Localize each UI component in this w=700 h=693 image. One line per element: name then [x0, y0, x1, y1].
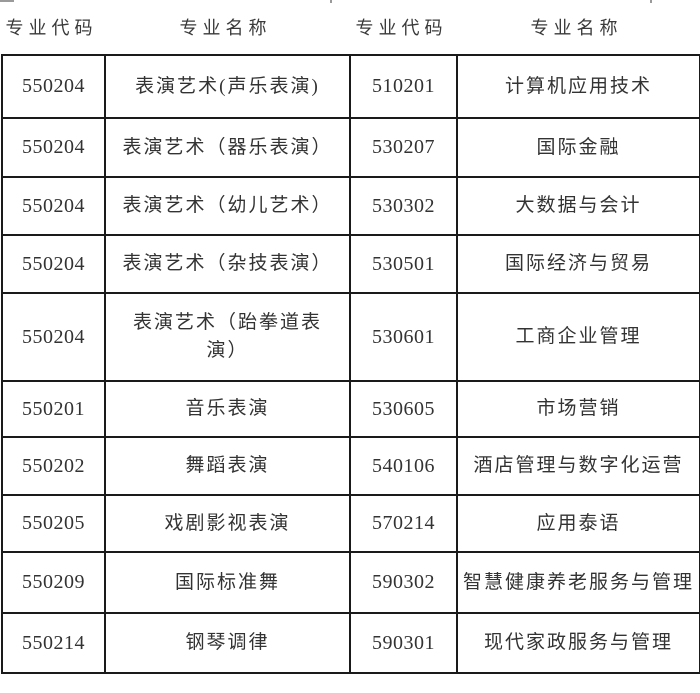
- table-row: 550214 钢琴调律 590301 现代家政服务与管理: [1, 612, 700, 674]
- code-cell-left: 550209: [1, 551, 106, 614]
- name-cell-left: 表演艺术（幼儿艺术）: [104, 176, 351, 236]
- specialty-table: 550204 表演艺术(声乐表演) 510201 计算机应用技术 550204 …: [1, 54, 700, 674]
- code-cell-left: 550201: [1, 380, 106, 438]
- code-cell-right: 530605: [349, 380, 458, 438]
- crop-artifact: [650, 0, 652, 3]
- name-cell-left: 表演艺术(声乐表演): [104, 54, 351, 119]
- name-cell-left: 钢琴调律: [104, 612, 351, 674]
- header-name-left: 专业名称: [179, 18, 272, 38]
- code-cell-left: 550204: [1, 54, 106, 119]
- table-row: 550205 戏剧影视表演 570214 应用泰语: [1, 494, 700, 553]
- name-cell-left: 音乐表演: [104, 380, 351, 438]
- name-cell-right: 现代家政服务与管理: [456, 612, 700, 674]
- code-cell-right: 540106: [349, 436, 458, 496]
- code-cell-left: 550202: [1, 436, 106, 496]
- code-cell-right: 570214: [349, 494, 458, 553]
- table-row: 550202 舞蹈表演 540106 酒店管理与数字化运营: [1, 436, 700, 496]
- name-cell-right: 市场营销: [456, 380, 700, 438]
- table-row: 550204 表演艺术（跆拳道表演） 530601 工商企业管理: [1, 292, 700, 382]
- name-cell-right: 智慧健康养老服务与管理: [456, 551, 700, 614]
- name-cell-left: 表演艺术（跆拳道表演）: [104, 292, 351, 382]
- name-cell-right: 酒店管理与数字化运营: [456, 436, 700, 496]
- table-row: 550204 表演艺术（器乐表演） 530207 国际金融: [1, 117, 700, 178]
- code-cell-left: 550204: [1, 292, 106, 382]
- name-cell-left: 戏剧影视表演: [104, 494, 351, 553]
- name-cell-left: 表演艺术（杂技表演）: [104, 234, 351, 294]
- code-cell-right: 590302: [349, 551, 458, 614]
- name-cell-left: 舞蹈表演: [104, 436, 351, 496]
- code-cell-right: 530601: [349, 292, 458, 382]
- code-cell-right: 530501: [349, 234, 458, 294]
- name-cell-left: 国际标准舞: [104, 551, 351, 614]
- code-cell-right: 590301: [349, 612, 458, 674]
- header-name-right: 专业名称: [530, 18, 623, 38]
- name-cell-left: 表演艺术（器乐表演）: [104, 117, 351, 178]
- table-row: 550209 国际标准舞 590302 智慧健康养老服务与管理: [1, 551, 700, 614]
- header-code-right: 专业代码: [355, 18, 448, 38]
- table-row: 550204 表演艺术（杂技表演） 530501 国际经济与贸易: [1, 234, 700, 294]
- code-cell-left: 550204: [1, 117, 106, 178]
- table-row: 550204 表演艺术（幼儿艺术） 530302 大数据与会计: [1, 176, 700, 236]
- code-cell-left: 550205: [1, 494, 106, 553]
- table-header: 专业代码 专业名称 专业代码 专业名称: [0, 0, 700, 54]
- code-cell-right: 510201: [349, 54, 458, 119]
- name-cell-right: 计算机应用技术: [456, 54, 700, 119]
- code-cell-left: 550204: [1, 234, 106, 294]
- code-cell-right: 530302: [349, 176, 458, 236]
- header-code-left: 专业代码: [5, 18, 98, 38]
- name-cell-right: 应用泰语: [456, 494, 700, 553]
- name-cell-right: 国际金融: [456, 117, 700, 178]
- table-row: 550201 音乐表演 530605 市场营销: [1, 380, 700, 438]
- crop-artifact: [330, 0, 332, 3]
- name-cell-right: 工商企业管理: [456, 292, 700, 382]
- code-cell-right: 530207: [349, 117, 458, 178]
- name-cell-right: 大数据与会计: [456, 176, 700, 236]
- crop-artifact: [0, 0, 14, 2]
- table-row: 550204 表演艺术(声乐表演) 510201 计算机应用技术: [1, 54, 700, 119]
- code-cell-left: 550204: [1, 176, 106, 236]
- name-cell-right: 国际经济与贸易: [456, 234, 700, 294]
- code-cell-left: 550214: [1, 612, 106, 674]
